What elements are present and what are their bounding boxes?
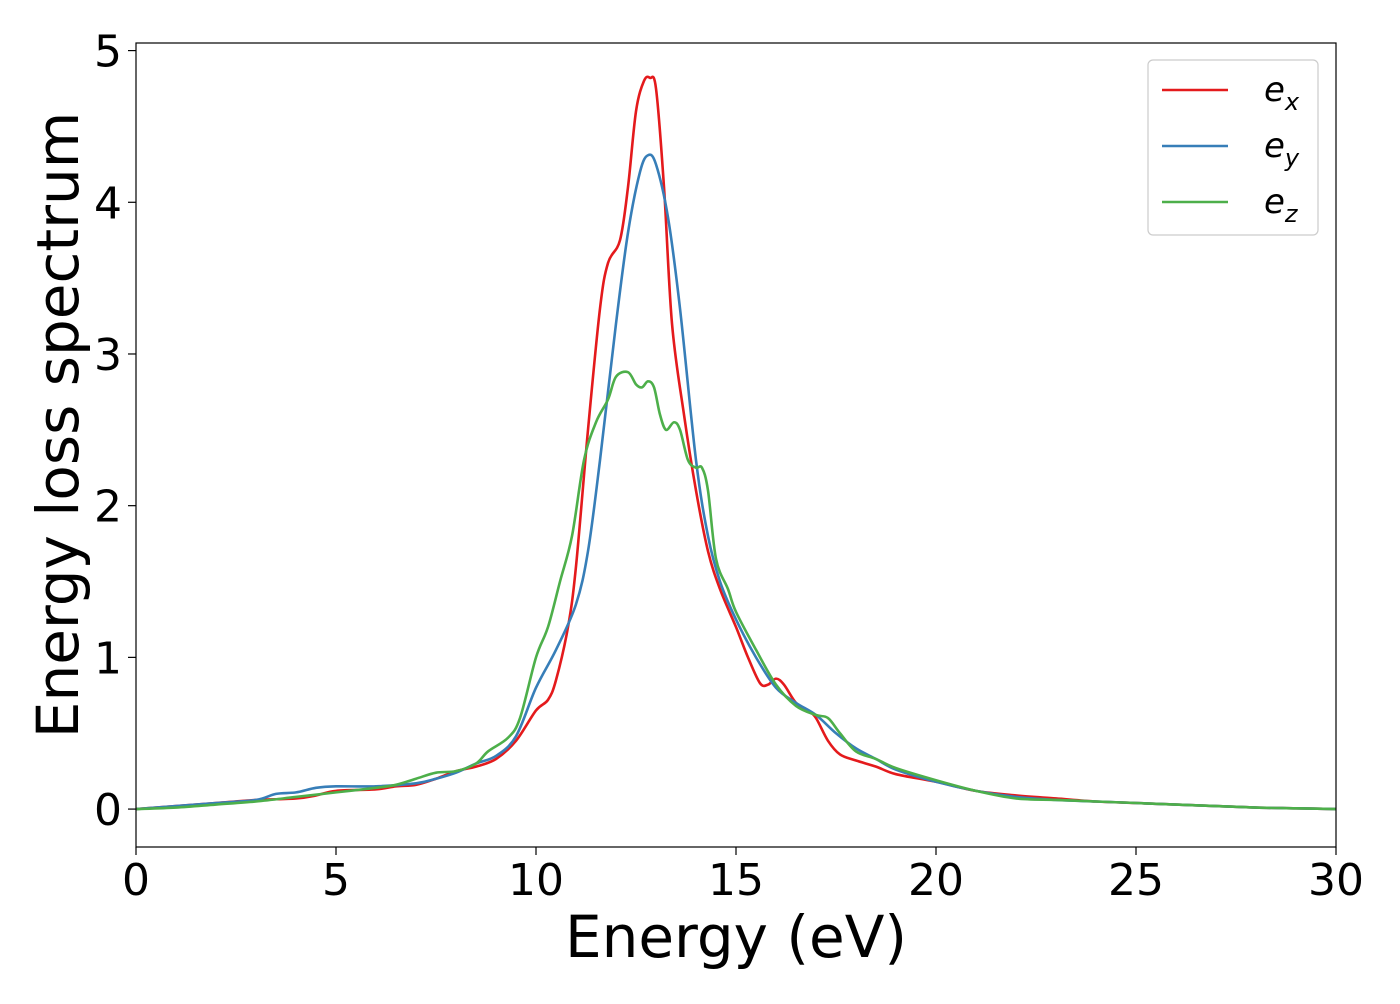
y-tick-label: 5 (94, 27, 122, 78)
x-tick-label: 10 (508, 855, 564, 906)
legend-entry-x: ex (1264, 70, 1300, 116)
series-line-e-y (136, 153, 1336, 811)
x-tick-label: 5 (322, 855, 350, 906)
y-tick-label: 1 (94, 633, 122, 684)
x-tick-label: 15 (708, 855, 764, 906)
x-tick-label: 20 (908, 855, 964, 906)
legend: ex ey ez (1147, 59, 1319, 236)
x-axis-label: Energy (eV) (565, 903, 907, 971)
axes: 0 5 10 15 20 25 30 0 1 2 3 4 5 Energy (eV) Energy loss… (24, 27, 1364, 971)
y-tick-label: 4 (94, 178, 122, 229)
x-tick-label: 0 (122, 855, 150, 906)
y-tick-label: 0 (94, 785, 122, 836)
y-tick-label: 3 (94, 330, 122, 381)
y-tick-label: 2 (94, 482, 122, 533)
x-tick-label: 25 (1108, 855, 1164, 906)
legend-entry-y: ey (1264, 126, 1300, 172)
x-tick-label: 30 (1308, 855, 1364, 906)
legend-entry-z: ez (1264, 182, 1299, 228)
legend-box (1147, 59, 1319, 236)
y-axis-label: Energy loss spectrum (24, 112, 92, 738)
plot-lines (136, 75, 1336, 811)
series-line-e-z (136, 370, 1336, 811)
